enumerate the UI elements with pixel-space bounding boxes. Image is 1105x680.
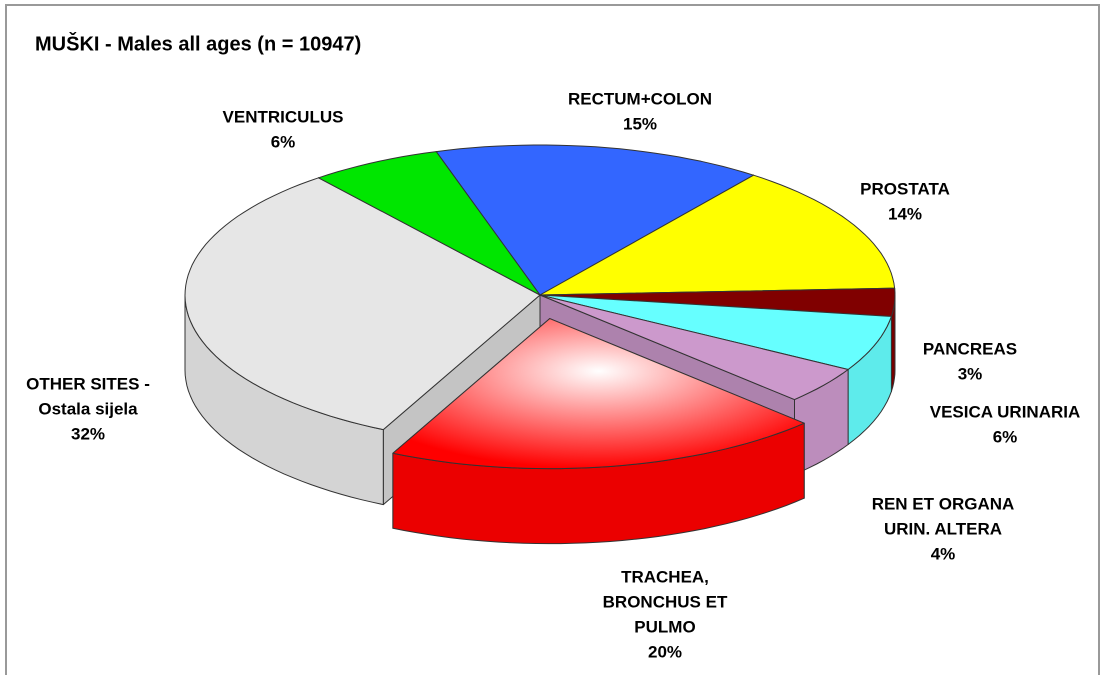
frame xyxy=(5,4,1100,680)
slice-label: PROSTATA xyxy=(860,179,950,198)
value-label: 14% xyxy=(888,204,922,223)
slice-label: BRONCHUS ET xyxy=(603,592,728,611)
slice-label: TRACHEA, xyxy=(621,567,709,586)
slice xyxy=(539,294,892,370)
slice xyxy=(539,294,849,401)
slice-label: VESICA URINARIA xyxy=(930,402,1081,421)
value-label: 6% xyxy=(271,132,296,151)
slice-label: URIN. ALTERA xyxy=(884,519,1002,538)
value-label: 6% xyxy=(993,427,1018,446)
slice xyxy=(539,174,896,296)
value-label: 15% xyxy=(623,114,657,133)
value-label: 3% xyxy=(958,364,983,383)
slice xyxy=(392,318,805,470)
slice xyxy=(184,177,541,431)
slice-label: VENTRICULUS xyxy=(223,107,344,126)
slice-label: OTHER SITES - xyxy=(26,374,150,393)
value-label: 32% xyxy=(71,424,105,443)
slice-label: PANCREAS xyxy=(923,339,1017,358)
chart-title: MUŠKI - Males all ages (n = 10947) xyxy=(35,31,361,55)
slice-label: RECTUM+COLON xyxy=(568,89,712,108)
slice xyxy=(539,287,896,317)
slice xyxy=(318,151,541,296)
slice-label: PULMO xyxy=(634,617,695,636)
slice-label: REN ET ORGANA xyxy=(872,494,1015,513)
slice-label: Ostala sijela xyxy=(38,399,138,418)
value-label: 4% xyxy=(931,544,956,563)
slice xyxy=(435,144,755,296)
value-label: 20% xyxy=(648,642,682,661)
